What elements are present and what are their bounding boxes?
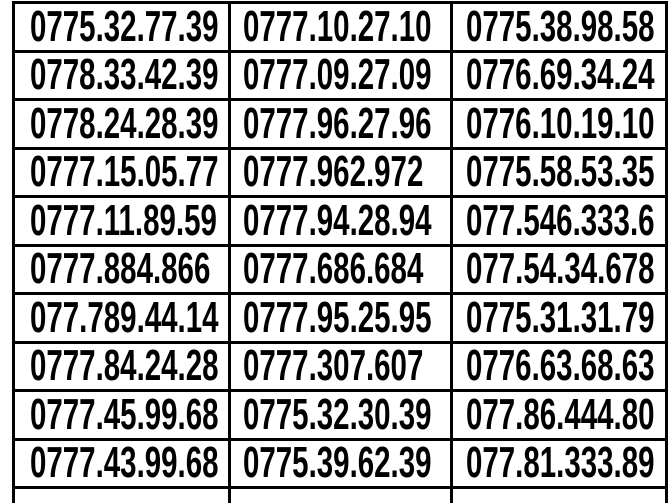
phone-number: 0775.38.98.58 — [466, 4, 655, 51]
phone-number: 0777.10.27.10 — [243, 4, 432, 51]
table-cell: 0777.307.607 — [231, 343, 453, 392]
phone-number: 0778.33.42.39 — [30, 52, 219, 100]
phone-number: 0777.95.25.95 — [243, 295, 432, 342]
table-cell: 0777.962.972 — [231, 149, 453, 198]
table-cell: 0775.31.31.79 — [453, 295, 668, 344]
phone-number: 0776.10.19.10 — [466, 101, 655, 148]
table-cell: 077.86.444.80 — [453, 392, 668, 441]
phone-number-table: 0775.32.77.39 0777.10.27.10 0775.38.98.5… — [12, 1, 668, 503]
phone-number: 0777.43.99.68 — [30, 440, 219, 488]
table-cell: 0777.11.89.59 — [15, 198, 231, 247]
table-cell: 0778.33.42.39 — [15, 52, 231, 101]
phone-number: 0777.15.05.77 — [30, 149, 219, 197]
phone-number: 0777.84.24.28 — [30, 343, 219, 391]
phone-number: 0776.69.34.24 — [466, 52, 655, 100]
table-cell: 0775.32.77.39 — [15, 4, 231, 53]
phone-number: 0775.31.31.79 — [466, 295, 655, 342]
phone-number: 077.789.44.14 — [30, 295, 219, 342]
phone-number: 077.81.333.89 — [466, 440, 655, 488]
table-cell: 0776.63.68.63 — [453, 343, 668, 392]
phone-number: 077.546.333.6 — [466, 198, 655, 245]
phone-number: 0778.24.28.39 — [30, 101, 219, 148]
table-cell: 0777.09.27.09 — [231, 52, 453, 101]
table-cell: 0777.84.24.28 — [15, 343, 231, 392]
table-cell-empty — [15, 489, 231, 503]
table-cell: 0777.95.25.95 — [231, 295, 453, 344]
table-cell: 0776.10.19.10 — [453, 101, 668, 150]
table-cell: 0778.24.28.39 — [15, 101, 231, 150]
table-cell: 077.81.333.89 — [453, 440, 668, 489]
table-cell: 0777.94.28.94 — [231, 198, 453, 247]
table-cell: 0775.32.30.39 — [231, 392, 453, 441]
table-cell: 0777.45.99.68 — [15, 392, 231, 441]
phone-number: 0777.45.99.68 — [30, 392, 219, 439]
phone-number: 0777.962.972 — [243, 149, 424, 197]
phone-number: 0775.32.30.39 — [243, 392, 432, 439]
table-cell-empty — [453, 489, 668, 503]
table-cell: 0775.39.62.39 — [231, 440, 453, 489]
table-cell: 0776.69.34.24 — [453, 52, 668, 101]
phone-number: 0777.686.684 — [243, 246, 424, 294]
table-cell-empty — [231, 489, 453, 503]
phone-number: 0777.09.27.09 — [243, 52, 432, 100]
phone-number: 0775.39.62.39 — [243, 440, 432, 488]
phone-number: 0777.96.27.96 — [243, 101, 432, 148]
table-cell: 0777.15.05.77 — [15, 149, 231, 198]
table-cell: 0777.686.684 — [231, 246, 453, 295]
table-cell: 077.789.44.14 — [15, 295, 231, 344]
table-cell: 077.54.34.678 — [453, 246, 668, 295]
phone-number: 0775.32.77.39 — [30, 4, 219, 51]
phone-number: 0777.94.28.94 — [243, 198, 432, 245]
table-cell: 0775.58.53.35 — [453, 149, 668, 198]
phone-number: 077.86.444.80 — [466, 392, 655, 439]
table-cell: 0777.96.27.96 — [231, 101, 453, 150]
table-cell: 0775.38.98.58 — [453, 4, 668, 53]
table-cell: 077.546.333.6 — [453, 198, 668, 247]
table-cell: 0777.10.27.10 — [231, 4, 453, 53]
table-cell: 0777.43.99.68 — [15, 440, 231, 489]
phone-number: 0777.884.866 — [30, 246, 211, 294]
table-cell: 0777.884.866 — [15, 246, 231, 295]
phone-number: 0776.63.68.63 — [466, 343, 655, 391]
phone-number: 0777.307.607 — [243, 343, 424, 391]
phone-number: 077.54.34.678 — [466, 246, 655, 294]
phone-number: 0777.11.89.59 — [30, 198, 217, 245]
phone-number: 0775.58.53.35 — [466, 149, 655, 197]
